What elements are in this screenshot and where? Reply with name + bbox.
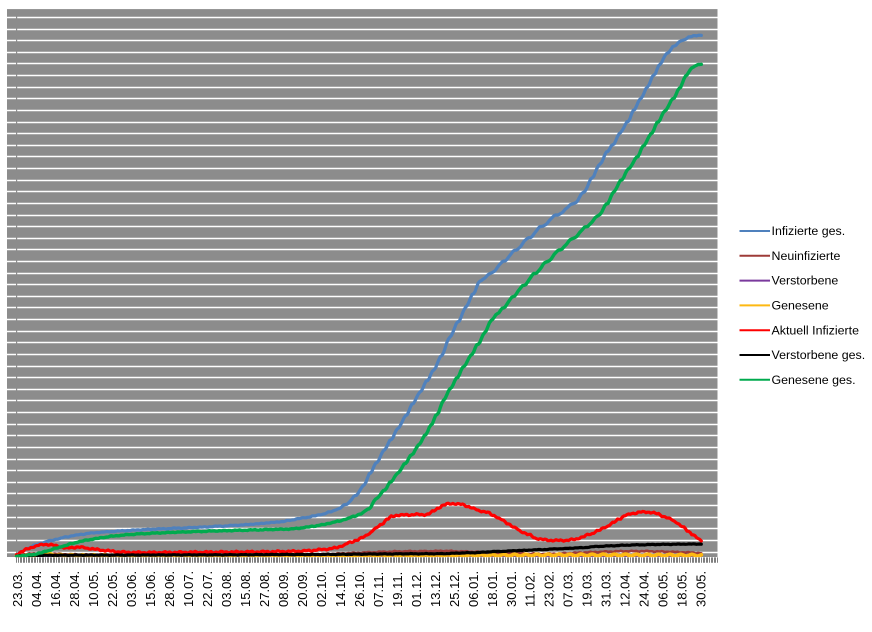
- svg-text:15.08.: 15.08.: [238, 571, 253, 607]
- svg-text:12.04.: 12.04.: [618, 571, 633, 607]
- svg-text:16.04.: 16.04.: [48, 571, 63, 607]
- svg-text:24.04.: 24.04.: [637, 571, 652, 607]
- svg-text:19.11.: 19.11.: [390, 572, 405, 607]
- svg-text:15.06.: 15.06.: [143, 571, 158, 607]
- svg-text:Verstorbene: Verstorbene: [772, 274, 839, 288]
- svg-text:06.01.: 06.01.: [466, 571, 481, 607]
- svg-text:18.05.: 18.05.: [675, 571, 690, 607]
- svg-text:Aktuell Infizierte: Aktuell Infizierte: [772, 323, 860, 337]
- svg-text:07.11.: 07.11.: [371, 572, 386, 607]
- svg-text:03.08.: 03.08.: [219, 571, 234, 607]
- svg-text:03.06.: 03.06.: [124, 571, 139, 607]
- svg-text:Genesene: Genesene: [772, 299, 829, 313]
- svg-text:22.05.: 22.05.: [105, 571, 120, 607]
- svg-text:25.12.: 25.12.: [447, 571, 462, 607]
- svg-text:30.05.: 30.05.: [694, 571, 709, 607]
- svg-text:Verstorbene ges.: Verstorbene ges.: [772, 348, 866, 362]
- svg-text:04.04.: 04.04.: [29, 571, 44, 607]
- svg-text:01.12.: 01.12.: [409, 571, 424, 607]
- svg-text:20.09.: 20.09.: [295, 571, 310, 607]
- svg-text:23.03.: 23.03.: [10, 571, 25, 607]
- svg-text:02.10.: 02.10.: [314, 571, 329, 607]
- svg-text:27.08.: 27.08.: [257, 571, 272, 607]
- svg-text:28.04.: 28.04.: [67, 571, 82, 607]
- svg-text:31.03.: 31.03.: [599, 571, 614, 607]
- svg-text:30.01.: 30.01.: [504, 571, 519, 607]
- svg-text:11.02.: 11.02.: [523, 572, 538, 607]
- svg-text:10.05.: 10.05.: [86, 571, 101, 607]
- svg-text:Infizierte ges.: Infizierte ges.: [772, 224, 846, 238]
- svg-text:07.03.: 07.03.: [561, 571, 576, 607]
- svg-text:10.07.: 10.07.: [181, 571, 196, 607]
- svg-text:18.01.: 18.01.: [485, 571, 500, 607]
- svg-text:23.02.: 23.02.: [542, 571, 557, 607]
- svg-text:22.07.: 22.07.: [200, 571, 215, 607]
- svg-text:14.10.: 14.10.: [333, 571, 348, 607]
- svg-text:08.09.: 08.09.: [276, 571, 291, 607]
- svg-text:19.03.: 19.03.: [580, 571, 595, 607]
- svg-text:Neuinfizierte: Neuinfizierte: [772, 249, 841, 263]
- svg-text:13.12.: 13.12.: [428, 571, 443, 607]
- svg-text:Genesene ges.: Genesene ges.: [772, 373, 856, 387]
- svg-text:28.06.: 28.06.: [162, 571, 177, 607]
- svg-text:06.05.: 06.05.: [656, 571, 671, 607]
- svg-text:26.10.: 26.10.: [352, 571, 367, 607]
